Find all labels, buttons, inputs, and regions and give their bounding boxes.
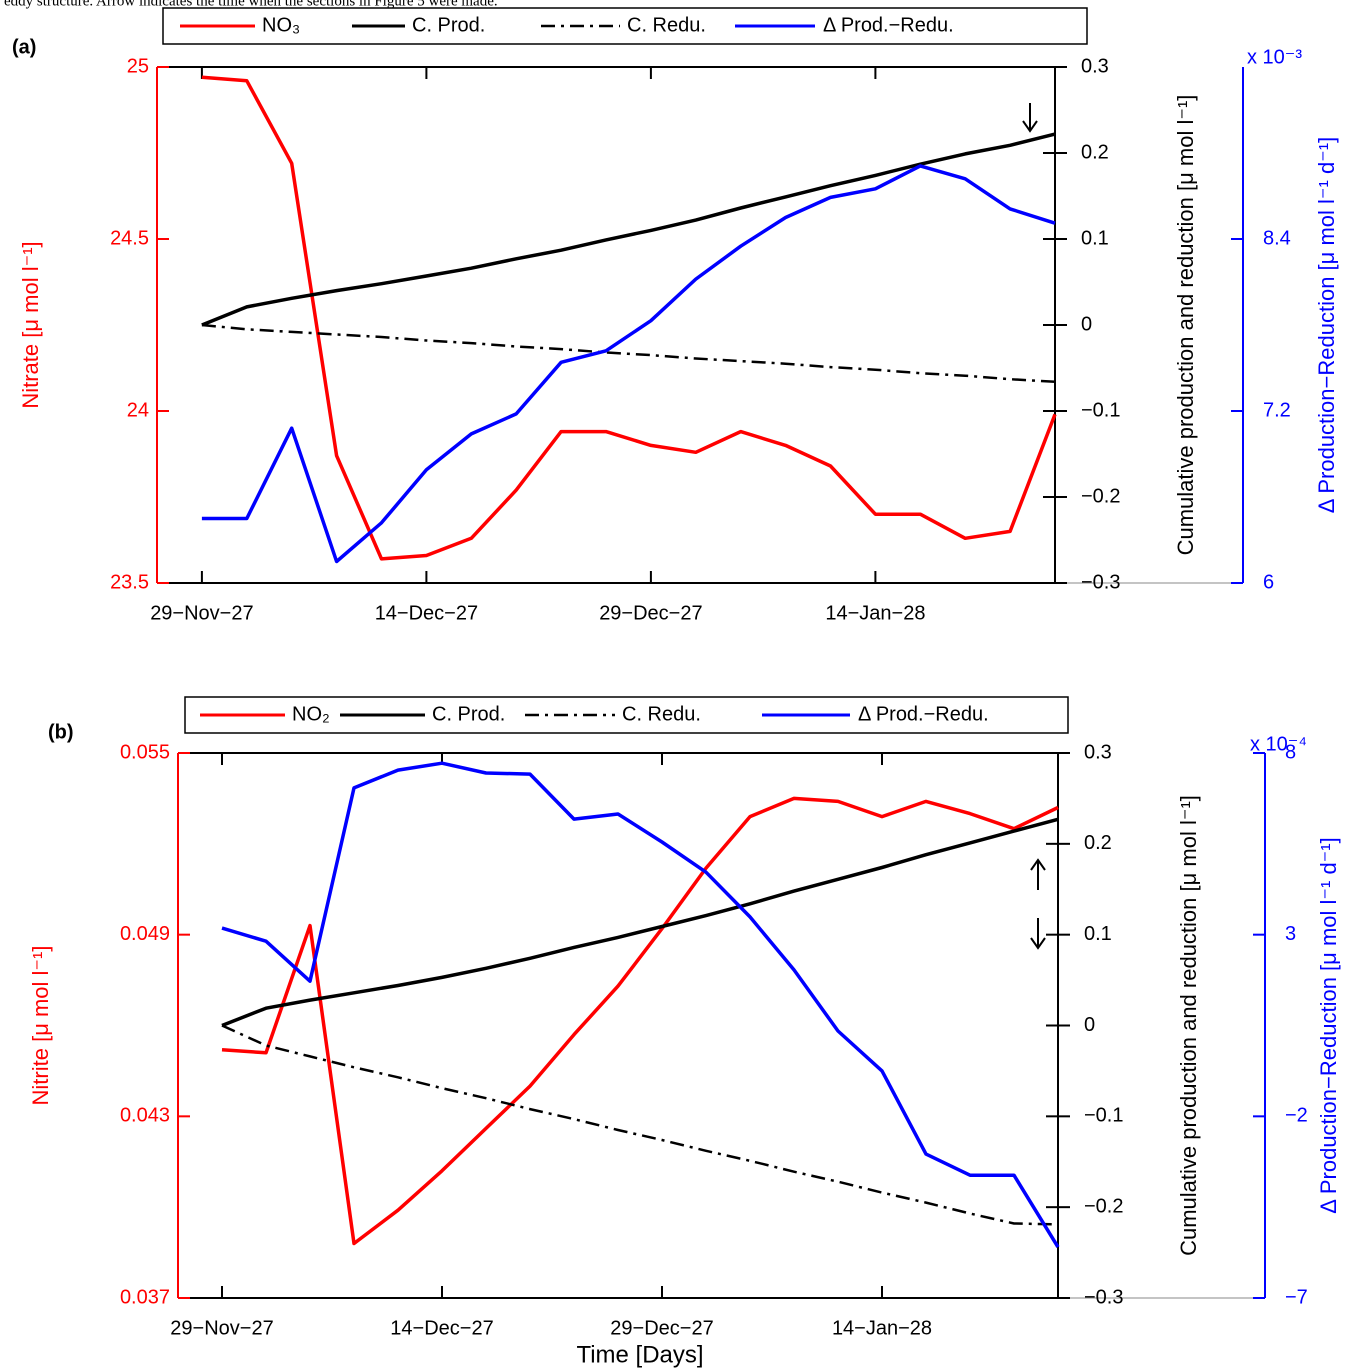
x-tick-label: 29−Nov−27	[150, 602, 253, 624]
series-line	[221, 796, 1059, 1246]
series-line	[201, 164, 1056, 564]
y-tick-label: 0.1	[1081, 227, 1109, 249]
y-tick-label: 8	[1285, 741, 1296, 763]
x-tick-label: 14−Jan−28	[825, 602, 925, 624]
x-tick-label: 29−Nov−27	[170, 1317, 273, 1339]
y3-exponent: x 10⁻³	[1247, 46, 1302, 68]
y-tick-label: −0.3	[1084, 1286, 1123, 1308]
arrow-head	[1022, 120, 1038, 133]
x-axis-title: Time [Days]	[576, 1341, 703, 1368]
y-tick-label: −0.1	[1081, 399, 1120, 421]
y-tick-label: 24	[127, 399, 149, 421]
legend-label: NO₃	[262, 14, 300, 36]
legend-label: NO₂	[292, 703, 330, 725]
y3-exponent: x 10⁻⁴	[1250, 733, 1307, 755]
y-tick-label: 0.3	[1084, 741, 1112, 763]
y2-axis-title: Cumulative production and reduction [μ m…	[1173, 95, 1198, 556]
x-tick-label: 29−Dec−27	[610, 1317, 713, 1339]
y-axis-title: Nitrate [μ mol l⁻¹]	[18, 241, 43, 408]
y-tick-label: 6	[1263, 571, 1274, 593]
series-line	[201, 132, 1056, 327]
y-tick-label: 25	[127, 55, 149, 77]
legend-label: C. Prod.	[412, 14, 485, 36]
legend-label: C. Redu.	[622, 703, 701, 725]
x-tick-label: 14−Jan−28	[832, 1317, 932, 1339]
y-tick-label: 0.1	[1084, 923, 1112, 945]
y-axis-title: Nitrite [μ mol l⁻¹]	[28, 946, 53, 1106]
legend-label: Δ Prod.−Redu.	[858, 703, 989, 725]
legend-label: C. Prod.	[432, 703, 505, 725]
legend-label: Δ Prod.−Redu.	[823, 14, 954, 36]
y-tick-label: 0.3	[1081, 55, 1109, 77]
series-line	[201, 75, 1057, 561]
y3-axis-title: Δ Production−Reduction [μ mol l⁻¹ d⁻¹]	[1316, 837, 1341, 1213]
y-tick-label: −0.2	[1081, 485, 1120, 507]
y-tick-label: 0.2	[1084, 832, 1112, 854]
y-tick-label: −0.1	[1084, 1105, 1123, 1127]
caption: eddy structure. Arrow indicates the time…	[4, 0, 498, 9]
y-tick-label: −0.3	[1081, 571, 1120, 593]
panel-label: (a)	[12, 36, 36, 58]
y-tick-label: 0.2	[1081, 141, 1109, 163]
x-tick-label: 14−Dec−27	[390, 1317, 493, 1339]
y-tick-label: 0.049	[120, 923, 170, 945]
series-line	[221, 1024, 1059, 1226]
legend-box	[162, 7, 1088, 45]
legend-label: C. Redu.	[627, 14, 706, 36]
series-line	[221, 761, 1060, 1249]
y-tick-label: 0	[1084, 1014, 1095, 1036]
series-line	[221, 817, 1059, 1028]
y-tick-label: −2	[1285, 1105, 1308, 1127]
arrow-head	[1030, 937, 1046, 950]
x-tick-label: 29−Dec−27	[599, 602, 702, 624]
y-tick-label: 7.2	[1263, 399, 1291, 421]
y-tick-label: 0.043	[120, 1105, 170, 1127]
y-tick-label: 0.055	[120, 741, 170, 763]
y3-axis-title: Δ Production−Reduction [μ mol l⁻¹ d⁻¹]	[1314, 137, 1339, 513]
y2-axis-title: Cumulative production and reduction [μ m…	[1176, 795, 1201, 1256]
y-tick-label: 0	[1081, 313, 1092, 335]
y-tick-label: 23.5	[110, 571, 149, 593]
panel-label: (b)	[48, 721, 74, 743]
y-tick-label: −0.2	[1084, 1195, 1123, 1217]
y-tick-label: 8.4	[1263, 227, 1291, 249]
arrow-head	[1030, 858, 1046, 871]
y-tick-label: 0.037	[120, 1286, 170, 1308]
legend-box	[184, 696, 1069, 734]
y-tick-label: −7	[1285, 1286, 1308, 1308]
y-tick-label: 24.5	[110, 227, 149, 249]
y-tick-label: 3	[1285, 923, 1296, 945]
series-line	[201, 323, 1056, 384]
x-tick-label: 14−Dec−27	[375, 602, 478, 624]
